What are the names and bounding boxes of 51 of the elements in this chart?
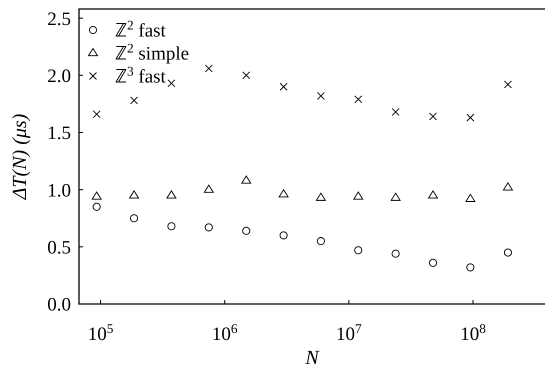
y-tick-label: 0.5 — [47, 237, 71, 258]
point — [204, 223, 213, 232]
point — [280, 231, 288, 240]
x-axis-title: N — [304, 347, 320, 369]
point — [354, 95, 362, 104]
point — [392, 108, 400, 116]
point — [466, 114, 474, 122]
legend-label: ℤ$^{2}$ simple — [115, 40, 190, 65]
point — [130, 214, 138, 222]
point — [92, 110, 101, 118]
point — [429, 112, 437, 120]
point — [392, 250, 400, 258]
point — [167, 222, 176, 230]
point — [353, 192, 364, 200]
x-tick-label: 10$^{6}$ — [212, 320, 238, 345]
point — [466, 263, 474, 272]
y-tick-label: 1.0 — [47, 180, 71, 202]
point — [280, 82, 288, 91]
x-tick-label: 10$^{5}$ — [88, 320, 114, 345]
point — [504, 248, 512, 257]
point — [316, 92, 325, 100]
point — [204, 184, 214, 193]
legend-label: ℤ$^{3}$ fast — [115, 63, 167, 88]
point — [130, 96, 138, 104]
point — [166, 190, 176, 199]
point — [204, 64, 213, 72]
x-tick-label: 10$^{8}$ — [460, 320, 486, 345]
point — [428, 190, 438, 199]
point — [129, 190, 139, 199]
point — [167, 79, 176, 88]
point — [504, 80, 512, 88]
point — [316, 237, 325, 246]
y-tick-label: 0.0 — [47, 294, 71, 316]
point — [316, 192, 326, 201]
y-axis-title: ΔT(N) (μs) — [9, 113, 31, 200]
x-tick-label: 10$^{7}$ — [336, 320, 362, 345]
point — [354, 246, 362, 254]
y-tick-label: 1.5 — [47, 123, 71, 144]
point — [241, 176, 252, 184]
point — [428, 258, 438, 267]
point — [92, 192, 102, 200]
point — [465, 194, 476, 202]
point — [278, 189, 289, 198]
point — [92, 202, 101, 211]
point — [242, 71, 250, 80]
point — [242, 226, 250, 235]
y-tick-label: 2.5 — [47, 8, 71, 30]
legend-label: ℤ$^{2}$ fast — [115, 17, 167, 42]
point — [390, 192, 401, 201]
y-tick-label: 2.0 — [47, 66, 71, 87]
point — [502, 182, 513, 191]
